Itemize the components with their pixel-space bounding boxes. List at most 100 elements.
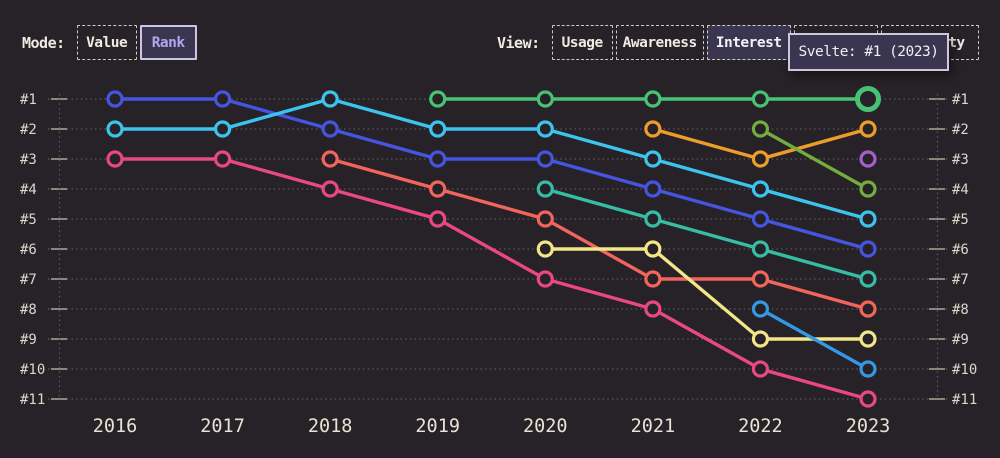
data-point[interactable] xyxy=(213,120,232,138)
series-line-series-azure xyxy=(758,307,870,371)
data-point[interactable] xyxy=(751,90,770,108)
y-axis-label-left: #5 xyxy=(20,212,37,228)
y-axis-label-left: #7 xyxy=(20,272,37,288)
y-axis-label-right: #3 xyxy=(952,152,969,168)
x-axis-label: 2021 xyxy=(631,416,676,437)
data-point[interactable] xyxy=(106,150,124,168)
series-line-series-pink xyxy=(113,157,870,401)
x-axis-label: 2020 xyxy=(523,416,568,437)
x-axis-label: 2017 xyxy=(200,416,245,437)
data-point[interactable] xyxy=(859,390,877,408)
data-point[interactable] xyxy=(429,180,447,198)
data-point[interactable] xyxy=(751,180,770,198)
data-point[interactable] xyxy=(751,240,770,258)
data-point[interactable] xyxy=(321,180,339,198)
hover-tooltip: Svelte: #1 (2023) xyxy=(788,33,949,71)
data-point[interactable] xyxy=(536,240,554,258)
y-axis-label-right: #10 xyxy=(952,362,977,378)
y-axis-label-left: #8 xyxy=(20,302,37,318)
y-axis-label-right: #9 xyxy=(952,332,969,348)
data-point[interactable] xyxy=(751,120,770,138)
y-axis-label-right: #8 xyxy=(952,302,969,318)
x-axis-label: 2016 xyxy=(93,416,138,437)
data-point[interactable] xyxy=(644,210,662,228)
data-point[interactable] xyxy=(751,360,770,378)
y-axis-label-right: #6 xyxy=(952,242,969,258)
data-point[interactable] xyxy=(859,180,877,198)
view-toggle-group: View: Usage Awareness Interest ty xyxy=(497,25,979,60)
data-point[interactable] xyxy=(429,90,447,108)
data-point[interactable] xyxy=(859,120,877,138)
data-point[interactable] xyxy=(321,150,339,168)
x-axis-label: 2023 xyxy=(846,416,891,437)
x-axis-label: 2022 xyxy=(738,416,783,437)
data-point[interactable] xyxy=(536,180,554,198)
data-point[interactable] xyxy=(859,150,877,168)
y-axis-label-left: #6 xyxy=(20,242,37,258)
data-point[interactable] xyxy=(859,270,877,288)
series-line-series-cyan xyxy=(113,97,870,221)
data-point[interactable] xyxy=(751,300,770,318)
y-axis-label-left: #3 xyxy=(20,152,37,168)
data-point[interactable] xyxy=(751,150,770,168)
data-point[interactable] xyxy=(644,270,662,288)
mode-toggle-group: Mode: Value Rank xyxy=(22,25,200,60)
data-point[interactable] xyxy=(859,240,877,258)
data-point[interactable] xyxy=(429,210,447,228)
series-line-series-blue xyxy=(113,97,870,251)
mode-value-button[interactable]: Value xyxy=(76,25,137,60)
data-point[interactable] xyxy=(644,180,662,198)
data-point[interactable] xyxy=(751,210,770,228)
data-point[interactable] xyxy=(859,210,877,228)
data-point[interactable] xyxy=(536,150,554,168)
data-point[interactable] xyxy=(536,270,554,288)
data-point[interactable] xyxy=(536,210,554,228)
view-usage-button[interactable]: Usage xyxy=(551,25,613,60)
data-point[interactable] xyxy=(213,150,232,168)
series-line-series-olive xyxy=(758,127,870,191)
mode-label: Mode: xyxy=(22,33,65,52)
data-point[interactable] xyxy=(106,90,124,108)
data-point[interactable] xyxy=(106,120,124,138)
data-point[interactable] xyxy=(644,240,662,258)
series-line-series-teal xyxy=(543,187,870,281)
data-point[interactable] xyxy=(536,120,554,138)
data-point[interactable] xyxy=(644,300,662,318)
y-axis-label-left: #2 xyxy=(20,122,37,138)
data-point[interactable] xyxy=(644,90,662,108)
data-point[interactable] xyxy=(321,120,339,138)
data-point[interactable] xyxy=(859,360,877,378)
data-point[interactable] xyxy=(751,330,770,348)
data-point[interactable] xyxy=(213,90,232,108)
y-axis-label-left: #9 xyxy=(20,332,37,348)
data-point[interactable] xyxy=(644,150,662,168)
y-axis-label-left: #10 xyxy=(20,362,45,378)
data-point[interactable] xyxy=(429,150,447,168)
y-axis-label-left: #1 xyxy=(20,92,37,108)
y-axis-label-right: #1 xyxy=(952,92,969,108)
x-axis-label: 2018 xyxy=(308,416,353,437)
view-interest-button[interactable]: Interest xyxy=(706,25,791,60)
data-point[interactable] xyxy=(859,330,877,348)
series-line-series-salmon xyxy=(328,157,870,311)
x-axis-label: 2019 xyxy=(415,416,460,437)
y-axis-label-right: #7 xyxy=(952,272,969,288)
y-axis-label-left: #11 xyxy=(20,392,45,408)
y-axis-label-left: #4 xyxy=(20,182,37,198)
data-point[interactable] xyxy=(536,90,554,108)
y-axis-label-right: #11 xyxy=(952,392,977,408)
data-point[interactable] xyxy=(429,120,447,138)
data-point[interactable] xyxy=(644,120,662,138)
data-point[interactable] xyxy=(321,90,339,108)
view-label: View: xyxy=(497,33,540,52)
data-point[interactable] xyxy=(859,300,877,318)
y-axis-label-right: #2 xyxy=(952,122,969,138)
data-point[interactable] xyxy=(751,270,770,288)
y-axis-label-right: #4 xyxy=(952,182,969,198)
y-axis-label-right: #5 xyxy=(952,212,969,228)
mode-rank-button[interactable]: Rank xyxy=(139,25,197,60)
data-point-highlighted[interactable] xyxy=(854,86,881,112)
view-awareness-button[interactable]: Awareness xyxy=(615,25,704,60)
